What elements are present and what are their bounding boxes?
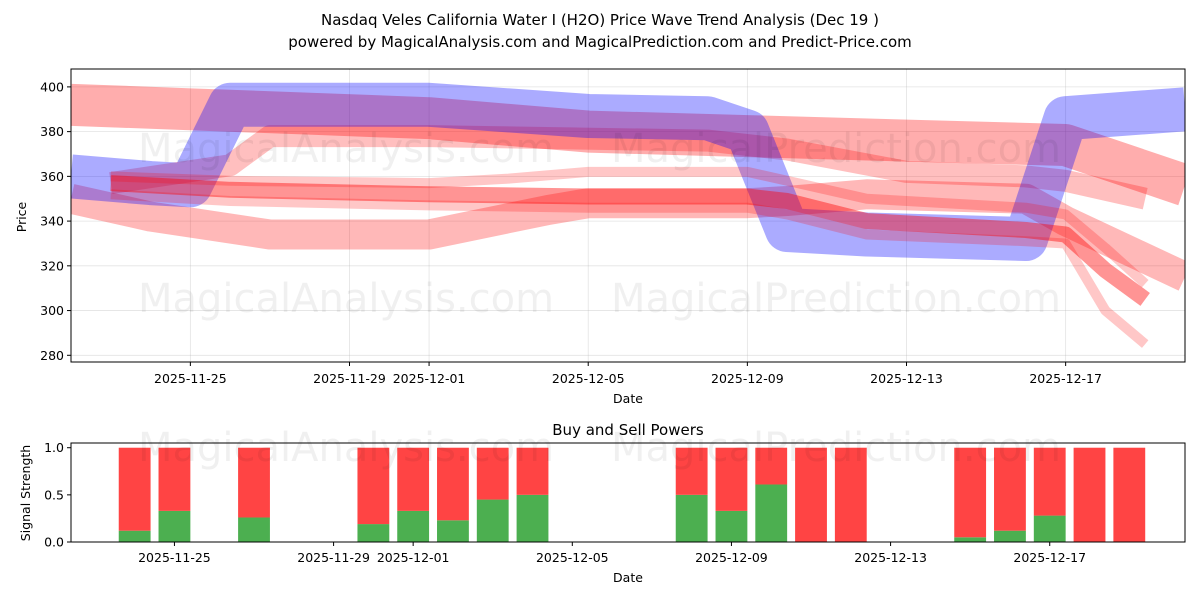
price-plot-frame (70, 68, 1186, 363)
buy-bar (954, 537, 987, 542)
series-red-band-wide (71, 83, 1185, 206)
series-red-band-upper (109, 125, 1148, 210)
bars-watermarks: MagicalAnalysis.com MagicalPrediction.co… (138, 425, 1061, 471)
sell-bar (994, 447, 1026, 531)
price-x-tick-label: 2025-11-29 (313, 371, 386, 386)
sell-bar (1033, 447, 1066, 516)
sell-bar (158, 447, 191, 511)
sell-bar (834, 447, 867, 542)
sell-bar (118, 447, 151, 531)
price-y-tick-label: 400 (40, 79, 64, 94)
price-y-tick-label: 320 (40, 258, 64, 273)
sell-bar (1113, 447, 1146, 542)
series-blue-wave-1 (71, 82, 1185, 261)
series-red-fan-high (110, 166, 1149, 288)
bars-x-tick-label: 2025-12-17 (1013, 550, 1086, 565)
series-red-band-low (71, 179, 1185, 291)
buy-bar (1033, 515, 1066, 542)
buy-bar (397, 510, 430, 542)
sell-bar (715, 447, 748, 511)
sell-bar (954, 447, 987, 538)
watermark-prediction-mid: MagicalPrediction.com (611, 276, 1061, 322)
price-x-ticks: 2025-11-25 2025-11-29 2025-12-01 2025-12-05… (154, 362, 1102, 386)
sell-bar (675, 447, 708, 495)
watermark-prediction-top: MagicalPrediction.com (611, 126, 1061, 172)
bars-x-tick-label: 2025-12-13 (854, 550, 927, 565)
price-x-tick-label: 2025-12-17 (1029, 371, 1102, 386)
bars-y-tick-label: 1.0 (44, 440, 64, 455)
buy-bar (158, 510, 191, 542)
price-x-label: Date (613, 391, 643, 406)
price-y-tick-label: 300 (40, 303, 64, 318)
buy-bar (755, 484, 788, 542)
price-y-tick-label: 340 (40, 214, 64, 229)
bars-x-tick-label: 2025-12-05 (536, 550, 609, 565)
price-x-tick-label: 2025-12-01 (393, 371, 466, 386)
chart-title-line2: powered by MagicalAnalysis.com and Magic… (288, 33, 912, 51)
price-y-tick-label: 360 (40, 169, 64, 184)
price-grid (71, 69, 1185, 362)
bars-plot-frame (70, 442, 1186, 543)
bars-x-ticks: 2025-11-25 2025-11-29 2025-12-01 2025-12-05… (138, 542, 1086, 565)
bars-y-label: Signal Strength (18, 445, 33, 541)
watermark-prediction-bottom: MagicalPrediction.com (611, 425, 1061, 471)
bars-x-label: Date (613, 570, 643, 585)
buy-bar (516, 494, 549, 542)
price-y-tick-label: 280 (40, 348, 64, 363)
watermark-analysis-mid: MagicalAnalysis.com (138, 276, 554, 322)
sell-bar (238, 447, 270, 518)
price-y-label: Price (14, 201, 29, 232)
price-x-tick-label: 2025-12-13 (870, 371, 943, 386)
buy-bar (675, 494, 708, 542)
bars-y-ticks: 0.0 0.5 1.0 (44, 440, 71, 550)
buy-bar (118, 530, 151, 542)
sell-bar (357, 447, 390, 525)
series-red-fan-center (110, 175, 1150, 306)
power-bars-layer (118, 447, 1146, 542)
watermark-analysis-top: MagicalAnalysis.com (138, 126, 554, 172)
buy-bar (715, 510, 748, 542)
buy-bar (437, 520, 469, 542)
price-y-ticks: 280 300 320 340 360 380 400 (40, 79, 71, 363)
watermark-analysis-bottom: MagicalAnalysis.com (138, 425, 554, 471)
sell-bar (795, 447, 827, 542)
price-x-tick-label: 2025-12-05 (552, 371, 625, 386)
price-x-tick-label: 2025-12-09 (711, 371, 784, 386)
bars-x-tick-label: 2025-12-01 (377, 550, 450, 565)
price-series-layer (71, 82, 1185, 348)
sell-bar (1073, 447, 1106, 542)
price-watermarks: MagicalAnalysis.com MagicalPrediction.co… (138, 126, 1061, 322)
bars-x-tick-label: 2025-12-09 (695, 550, 768, 565)
bars-title: Buy and Sell Powers (552, 421, 704, 439)
chart-title-line1: Nasdaq Veles California Water I (H2O) Pr… (321, 11, 879, 29)
sell-bar (755, 447, 788, 485)
bars-y-tick-label: 0.5 (44, 487, 64, 502)
sell-bar (476, 447, 509, 500)
price-x-tick-label: 2025-11-25 (154, 371, 227, 386)
buy-bar (238, 517, 270, 542)
series-red-fan-low (110, 189, 1149, 348)
bars-x-tick-label: 2025-11-25 (138, 550, 211, 565)
bars-y-tick-label: 0.0 (44, 535, 64, 550)
buy-bar (994, 530, 1026, 542)
price-y-tick-label: 380 (40, 124, 64, 139)
sell-bar (516, 447, 549, 495)
bars-x-tick-label: 2025-11-29 (297, 550, 370, 565)
sell-bar (437, 447, 469, 521)
sell-bar (397, 447, 430, 511)
buy-bar (476, 499, 509, 542)
buy-bar (357, 524, 390, 542)
